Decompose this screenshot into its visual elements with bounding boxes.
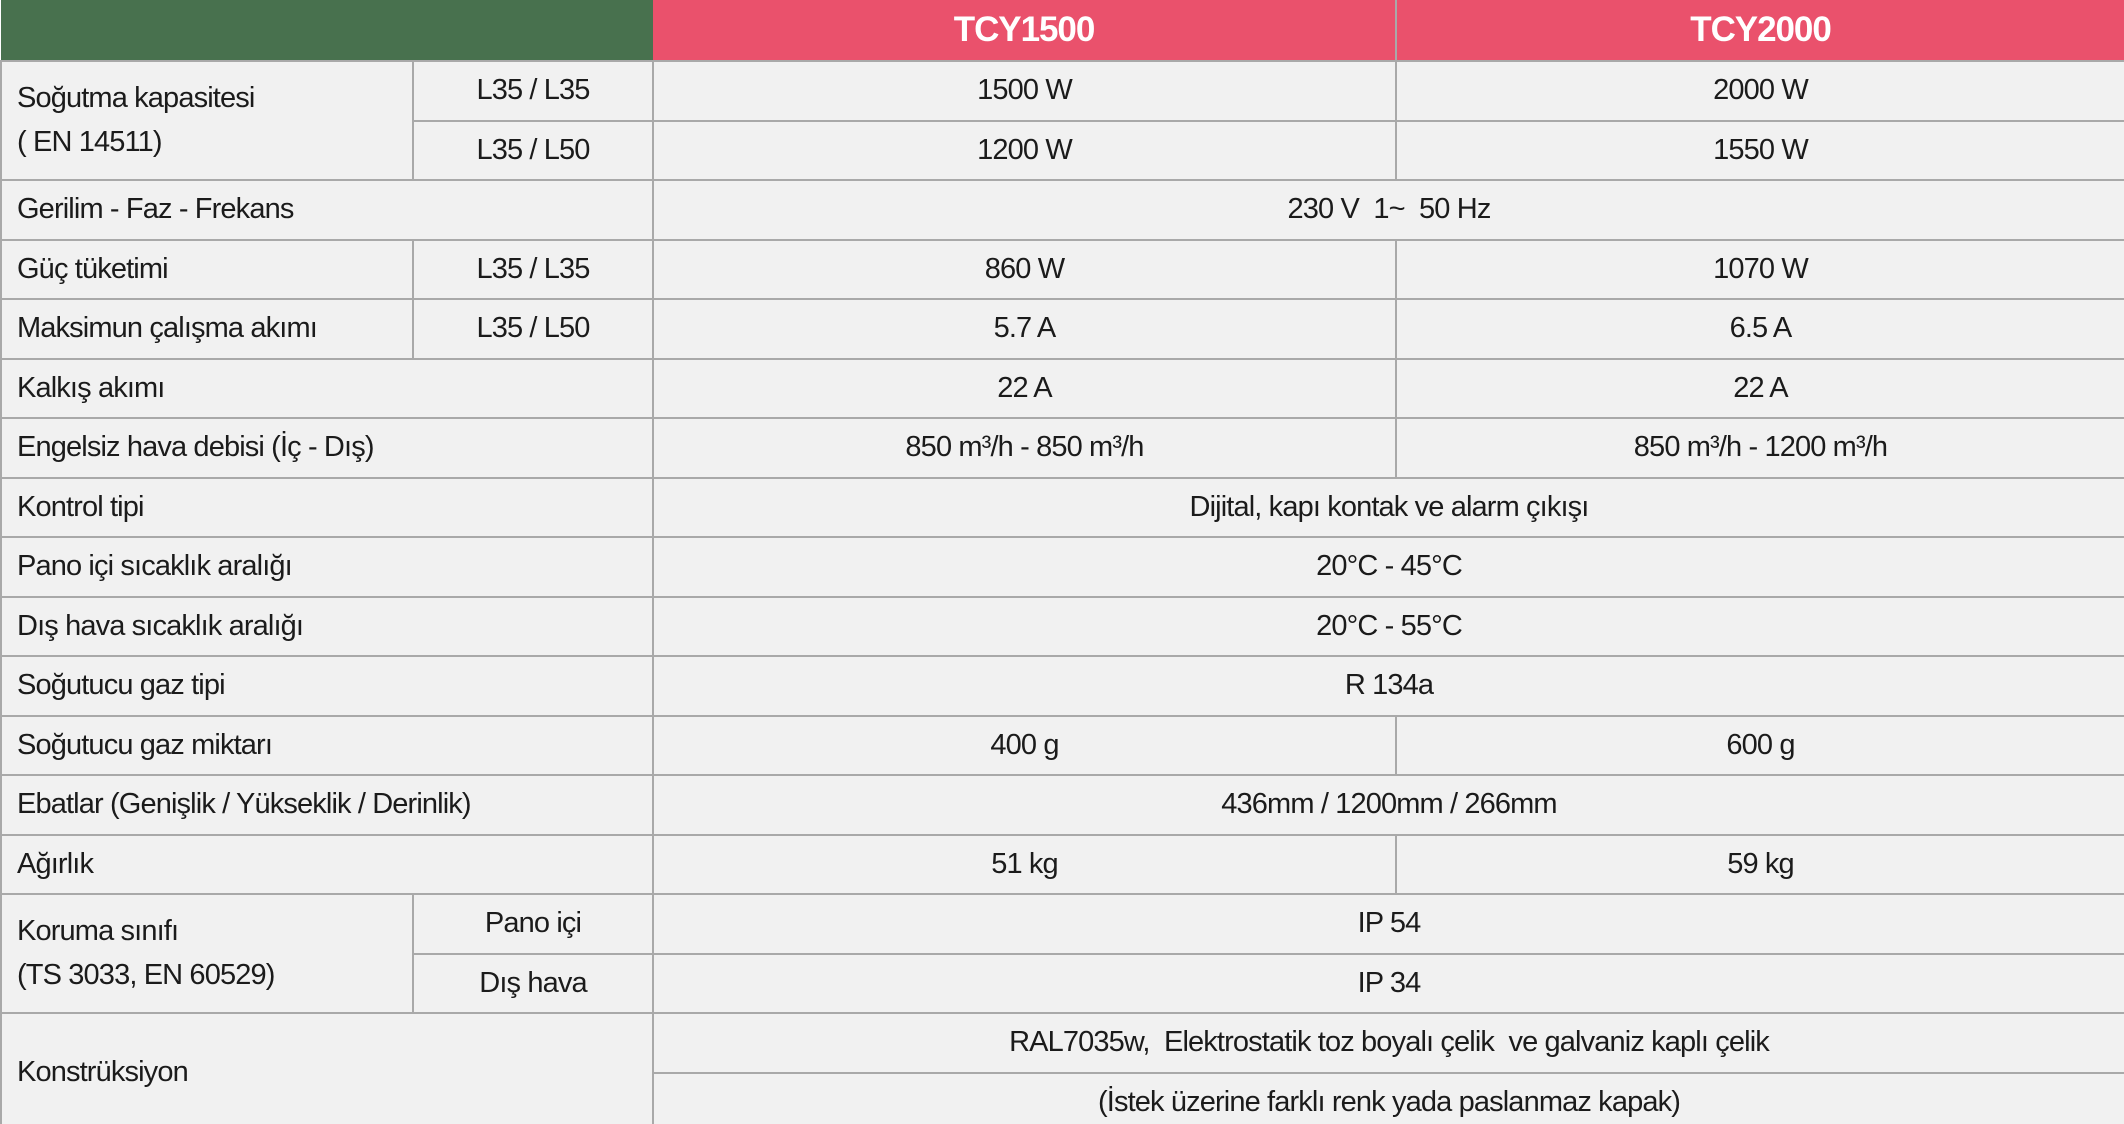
table-row: Maksimun çalışma akımı L35 / L50 5.7 A 6… xyxy=(0,298,2124,360)
value-cell-span: 436mm / 1200mm / 266mm xyxy=(652,774,2124,836)
value-cell-tcy2000: 2000 W xyxy=(1395,60,2124,122)
table-row: Soğutucu gaz miktarı 400 g 600 g xyxy=(0,714,2124,776)
table-row: Koruma sınıfı (TS 3033, EN 60529) Pano i… xyxy=(0,893,2124,1014)
value-cell-tcy2000: 6.5 A xyxy=(1395,298,2124,360)
row-label-enclosure-temp-range: Pano içi sıcaklık aralığı xyxy=(0,536,654,598)
sub-label: L35 / L35 xyxy=(412,238,654,300)
value-cell-span: 230 V 1~ 50 Hz xyxy=(652,179,2124,241)
table-row: Soğutma kapasitesi ( EN 14511) L35 / L35… xyxy=(0,60,2124,181)
row-label-refrigerant-amount: Soğutucu gaz miktarı xyxy=(0,714,654,776)
value-cell-tcy2000: 850 m³/h - 1200 m³/h xyxy=(1395,417,2124,479)
value-cell-tcy2000: 600 g xyxy=(1395,714,2124,776)
sub-label: L35 / L35 xyxy=(412,60,654,122)
row-label-protection-class: Koruma sınıfı (TS 3033, EN 60529) xyxy=(0,893,414,1014)
value-cell-tcy2000: 22 A xyxy=(1395,357,2124,419)
table-row: L35 / L50 1200 W 1550 W xyxy=(1,119,2124,181)
corner-header xyxy=(1,0,653,62)
value-cell-tcy2000: 1550 W xyxy=(1395,119,2124,181)
value-cell-tcy2000: 1070 W xyxy=(1395,238,2124,300)
row-label-voltage-phase-frequency: Gerilim - Faz - Frekans xyxy=(0,179,654,241)
value-cell-tcy1500: 22 A xyxy=(652,357,1397,419)
sub-label: Dış hava xyxy=(412,952,654,1014)
table-row: Ağırlık 51 kg 59 kg xyxy=(0,833,2124,895)
value-cell-tcy2000: 59 kg xyxy=(1395,833,2124,895)
sub-label: L35 / L50 xyxy=(412,119,654,181)
sub-label: L35 / L50 xyxy=(412,298,654,360)
row-label-cooling-capacity: Soğutma kapasitesi ( EN 14511) xyxy=(0,60,414,181)
value-cell-span: Dijital, kapı kontak ve alarm çıkışı xyxy=(652,476,2124,538)
table-row: Engelsiz hava debisi (İç - Dış) 850 m³/h… xyxy=(0,417,2124,479)
value-cell-span: (İstek üzerine farklı renk yada paslanma… xyxy=(652,1071,2124,1124)
value-cell-span: 20°C - 45°C xyxy=(652,536,2124,598)
table-row: Ebatlar (Genişlik / Yükseklik / Derinlik… xyxy=(0,774,2124,836)
table-row: Gerilim - Faz - Frekans 230 V 1~ 50 Hz xyxy=(0,179,2124,241)
table-row: Güç tüketimi L35 / L35 860 W 1070 W xyxy=(0,238,2124,300)
row-label-starting-current: Kalkış akımı xyxy=(0,357,654,419)
value-cell-tcy1500: 400 g xyxy=(652,714,1397,776)
value-cell-span: RAL7035w, Elektrostatik toz boyalı çelik… xyxy=(652,1012,2124,1074)
table-row: Kalkış akımı 22 A 22 A xyxy=(0,357,2124,419)
row-label-ambient-temp-range: Dış hava sıcaklık aralığı xyxy=(0,595,654,657)
value-cell-span: 20°C - 55°C xyxy=(652,595,2124,657)
col-header-tcy2000: TCY2000 xyxy=(1395,0,2124,62)
row-label-dimensions: Ebatlar (Genişlik / Yükseklik / Derinlik… xyxy=(0,774,654,836)
row-label-free-air-flow: Engelsiz hava debisi (İç - Dış) xyxy=(0,417,654,479)
value-cell-tcy1500: 5.7 A xyxy=(652,298,1397,360)
table-row: Soğutucu gaz tipi R 134a xyxy=(0,655,2124,717)
table-row: (İstek üzerine farklı renk yada paslanma… xyxy=(1,1071,2124,1124)
sub-label: Pano içi xyxy=(412,893,654,955)
row-label-construction: Konstrüksiyon xyxy=(0,1012,654,1124)
value-cell-tcy1500: 1200 W xyxy=(652,119,1397,181)
col-header-tcy1500: TCY1500 xyxy=(653,0,1397,62)
value-cell-span: IP 34 xyxy=(652,952,2124,1014)
value-cell-tcy1500: 51 kg xyxy=(652,833,1397,895)
value-cell-tcy1500: 850 m³/h - 850 m³/h xyxy=(652,417,1397,479)
row-label-weight: Ağırlık xyxy=(0,833,654,895)
table-row: Kontrol tipi Dijital, kapı kontak ve ala… xyxy=(0,476,2124,538)
table-row: Dış hava IP 34 xyxy=(1,952,2124,1014)
row-label-refrigerant-type: Soğutucu gaz tipi xyxy=(0,655,654,717)
table-row: Konstrüksiyon RAL7035w, Elektrostatik to… xyxy=(0,1012,2124,1124)
value-cell-span: IP 54 xyxy=(652,893,2124,955)
value-cell-span: R 134a xyxy=(652,655,2124,717)
value-cell-tcy1500: 860 W xyxy=(652,238,1397,300)
row-label-control-type: Kontrol tipi xyxy=(0,476,654,538)
table-row: Pano içi sıcaklık aralığı 20°C - 45°C xyxy=(0,536,2124,598)
value-cell-tcy1500: 1500 W xyxy=(652,60,1397,122)
table-row: Dış hava sıcaklık aralığı 20°C - 55°C xyxy=(0,595,2124,657)
table-header-row: TCY1500 TCY2000 xyxy=(1,0,2124,62)
row-label-power-consumption: Güç tüketimi xyxy=(0,238,414,300)
row-label-max-operating-current: Maksimun çalışma akımı xyxy=(0,298,414,360)
